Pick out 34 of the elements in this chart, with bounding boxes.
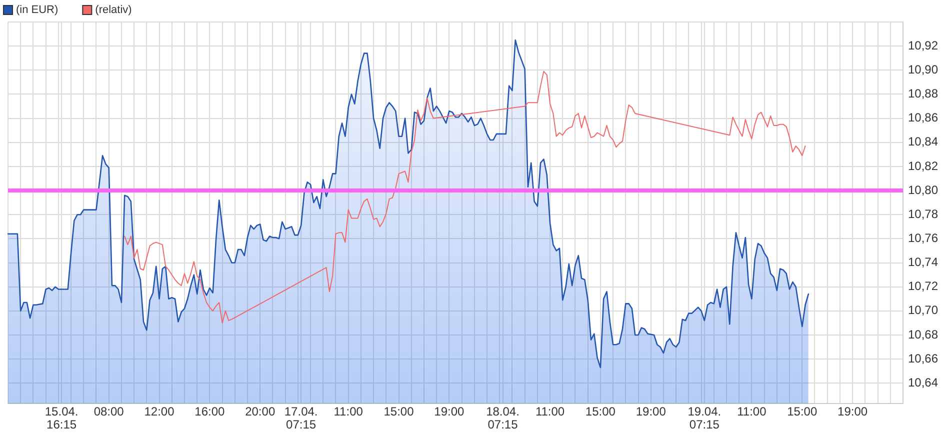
y-tick-label: 10,70	[908, 303, 938, 318]
legend-label: (relativ)	[95, 4, 132, 16]
y-tick-label: 10,76	[908, 230, 938, 245]
y-tick-label: 10,82	[908, 158, 938, 173]
y-tick-label: 10,78	[908, 206, 938, 221]
x-tick-label: 11:00	[535, 404, 565, 419]
x-tick-label: 19:00	[838, 404, 868, 419]
x-tick-label: 08:00	[94, 404, 124, 419]
y-tick-label: 10,88	[908, 86, 938, 101]
x-tick-label: 15.04. 16:15	[44, 404, 78, 432]
x-tick-label: 20:00	[245, 404, 276, 419]
x-tick-label: 15:00	[384, 404, 414, 419]
y-tick-label: 10,80	[908, 182, 938, 197]
x-tick-label: 12:00	[144, 404, 175, 419]
y-tick-label: 10,66	[908, 351, 938, 366]
y-tick-label: 10,64	[908, 375, 938, 390]
y-tick-label: 10,92	[908, 38, 938, 52]
x-tick-label: 19:00	[636, 404, 666, 419]
y-tick-label: 10,72	[908, 279, 938, 294]
x-tick-label: 16:00	[194, 404, 226, 419]
x-tick-label: 15:00	[787, 404, 818, 419]
y-tick-label: 10,84	[908, 134, 938, 149]
x-tick-label: 11:00	[334, 404, 364, 419]
y-tick-label: 10,86	[908, 110, 938, 125]
y-tick-label: 10,90	[908, 62, 938, 76]
x-tick-label: 11:00	[737, 404, 767, 419]
x-tick-label: 17.04. 07:15	[284, 404, 318, 432]
x-tick-label: 15:00	[585, 404, 616, 419]
x-tick-label: 19.04. 07:15	[688, 404, 722, 432]
y-tick-label: 10,68	[908, 327, 938, 342]
x-tick-label: 19:00	[434, 404, 465, 419]
legend-label: (in EUR)	[16, 4, 58, 16]
x-tick-label: 18.04. 07:15	[486, 404, 520, 432]
y-tick-label: 10,74	[908, 255, 938, 270]
